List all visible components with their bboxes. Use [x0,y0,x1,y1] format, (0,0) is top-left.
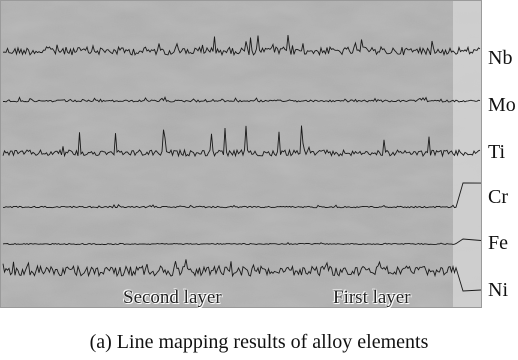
figure-caption: (a) Line mapping results of alloy elemen… [89,331,429,353]
fe-trace [2,238,481,246]
cr-trace [3,182,481,209]
line-scan-traces [2,34,481,292]
nb-trace [2,34,481,57]
label-fe: Fe [488,232,508,254]
label-cr: Cr [488,186,508,208]
mo-trace [3,96,481,103]
label-mo: Mo [488,94,516,116]
label-ti: Ti [488,141,506,163]
ni-trace [2,259,481,292]
label-first-layer: First layer [333,287,411,308]
label-ni: Ni [488,279,508,301]
ti-trace [2,125,481,158]
label-second-layer: Second layer [123,287,222,308]
label-nb: Nb [488,47,513,69]
sem-micrograph [0,0,482,308]
